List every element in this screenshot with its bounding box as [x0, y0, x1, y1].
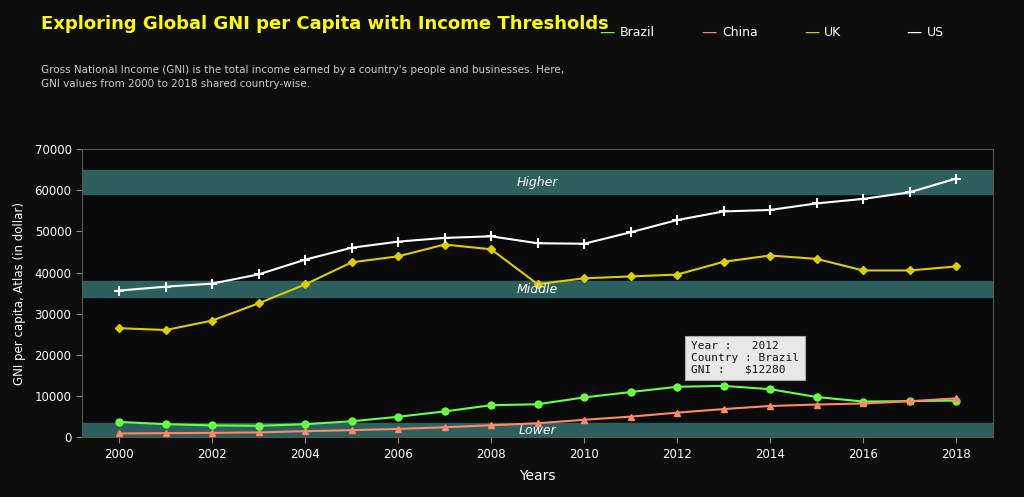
China: [485, 422, 498, 428]
UK: [253, 300, 265, 306]
Brazil: [810, 394, 822, 400]
US: [671, 217, 683, 223]
UK: [810, 256, 822, 262]
US: [113, 288, 125, 294]
UK: [485, 247, 498, 252]
Text: US: US: [927, 26, 944, 39]
Bar: [82, 281, 993, 297]
US: [903, 189, 915, 195]
China: [206, 430, 218, 436]
Brazil: [531, 401, 544, 407]
China: [764, 403, 776, 409]
US: [764, 207, 776, 213]
Text: Year :   2012
Country : Brazil
GNI :   $12280: Year : 2012 Country : Brazil GNI : $1228…: [691, 341, 799, 374]
US: [299, 256, 311, 262]
Brazil: [718, 383, 730, 389]
Brazil: [950, 398, 963, 404]
UK: [578, 275, 590, 281]
Text: China: China: [722, 26, 758, 39]
Text: Gross National Income (GNI) is the total income earned by a country's people and: Gross National Income (GNI) is the total…: [41, 65, 564, 89]
Text: Lower: Lower: [519, 423, 556, 437]
UK: [531, 281, 544, 287]
UK: [671, 271, 683, 277]
US: [392, 239, 404, 245]
X-axis label: Years: Years: [519, 469, 556, 483]
China: [113, 430, 125, 436]
Brazil: [625, 389, 637, 395]
Text: —: —: [599, 25, 614, 40]
UK: [903, 267, 915, 273]
UK: [438, 242, 451, 248]
Bar: [82, 169, 993, 194]
Brazil: [485, 402, 498, 408]
Bar: [82, 423, 993, 437]
China: [950, 396, 963, 402]
UK: [718, 259, 730, 265]
China: [810, 402, 822, 408]
Line: China: China: [116, 395, 959, 437]
US: [718, 208, 730, 214]
Brazil: [671, 384, 683, 390]
Brazil: [903, 398, 915, 404]
UK: [345, 259, 357, 265]
Brazil: [299, 421, 311, 427]
Line: UK: UK: [117, 242, 958, 333]
UK: [625, 273, 637, 279]
Line: US: US: [115, 173, 961, 295]
US: [345, 245, 357, 251]
UK: [160, 327, 172, 333]
China: [160, 430, 172, 436]
Text: Brazil: Brazil: [620, 26, 654, 39]
China: [903, 398, 915, 404]
Brazil: [160, 421, 172, 427]
US: [531, 240, 544, 246]
China: [718, 406, 730, 412]
UK: [950, 263, 963, 269]
China: [671, 410, 683, 415]
Brazil: [253, 423, 265, 429]
China: [531, 420, 544, 426]
Text: Middle: Middle: [517, 283, 558, 296]
Brazil: [206, 422, 218, 428]
UK: [206, 318, 218, 324]
US: [857, 196, 869, 202]
US: [485, 233, 498, 239]
US: [253, 271, 265, 277]
Y-axis label: GNI per capita, Atlas (in dollar): GNI per capita, Atlas (in dollar): [13, 202, 27, 385]
Text: —: —: [701, 25, 717, 40]
Brazil: [392, 414, 404, 420]
Brazil: [345, 418, 357, 424]
Line: Brazil: Brazil: [116, 382, 959, 429]
China: [253, 429, 265, 435]
US: [578, 241, 590, 247]
Text: UK: UK: [824, 26, 842, 39]
Text: —: —: [906, 25, 922, 40]
US: [625, 229, 637, 235]
US: [810, 200, 822, 206]
China: [392, 426, 404, 432]
China: [299, 428, 311, 434]
China: [345, 427, 357, 433]
China: [578, 417, 590, 423]
Brazil: [764, 386, 776, 392]
UK: [392, 253, 404, 259]
China: [857, 401, 869, 407]
Brazil: [578, 395, 590, 401]
US: [160, 284, 172, 290]
UK: [299, 281, 311, 287]
US: [206, 281, 218, 287]
UK: [857, 267, 869, 273]
Text: —: —: [804, 25, 819, 40]
UK: [764, 252, 776, 258]
US: [438, 235, 451, 241]
Brazil: [857, 399, 869, 405]
China: [438, 424, 451, 430]
Brazil: [438, 409, 451, 414]
Text: Higher: Higher: [517, 175, 558, 188]
US: [950, 175, 963, 181]
Brazil: [113, 419, 125, 425]
Text: Exploring Global GNI per Capita with Income Thresholds: Exploring Global GNI per Capita with Inc…: [41, 15, 608, 33]
UK: [113, 325, 125, 331]
China: [625, 414, 637, 419]
